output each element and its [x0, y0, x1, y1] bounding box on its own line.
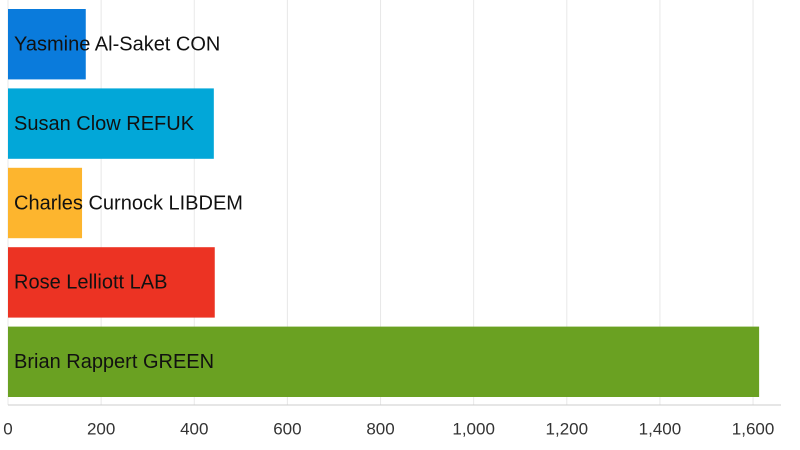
bar	[8, 247, 215, 318]
x-tick-label: 1,600	[732, 419, 775, 438]
bar	[8, 88, 214, 159]
x-tick-label: 200	[87, 419, 115, 438]
x-tick-label: 800	[366, 419, 394, 438]
x-tick-label: 1,000	[452, 419, 495, 438]
bar	[8, 326, 760, 397]
bar	[8, 9, 86, 80]
bar-label: Yasmine Al-Saket CON	[14, 33, 220, 55]
x-tick-label: 0	[3, 419, 12, 438]
bar-label: Brian Rappert GREEN	[14, 351, 214, 373]
x-tick-label: 1,200	[546, 419, 589, 438]
bar	[8, 167, 83, 239]
bar-label: Rose Lelliott LAB	[14, 272, 167, 294]
x-tick-label: 600	[273, 419, 301, 438]
bar-label: Charles Curnock LIBDEM	[14, 192, 243, 214]
bar-label: Susan Clow REFUK	[14, 113, 195, 135]
x-tick-label: 1,400	[639, 419, 682, 438]
x-tick-label: 400	[180, 419, 208, 438]
